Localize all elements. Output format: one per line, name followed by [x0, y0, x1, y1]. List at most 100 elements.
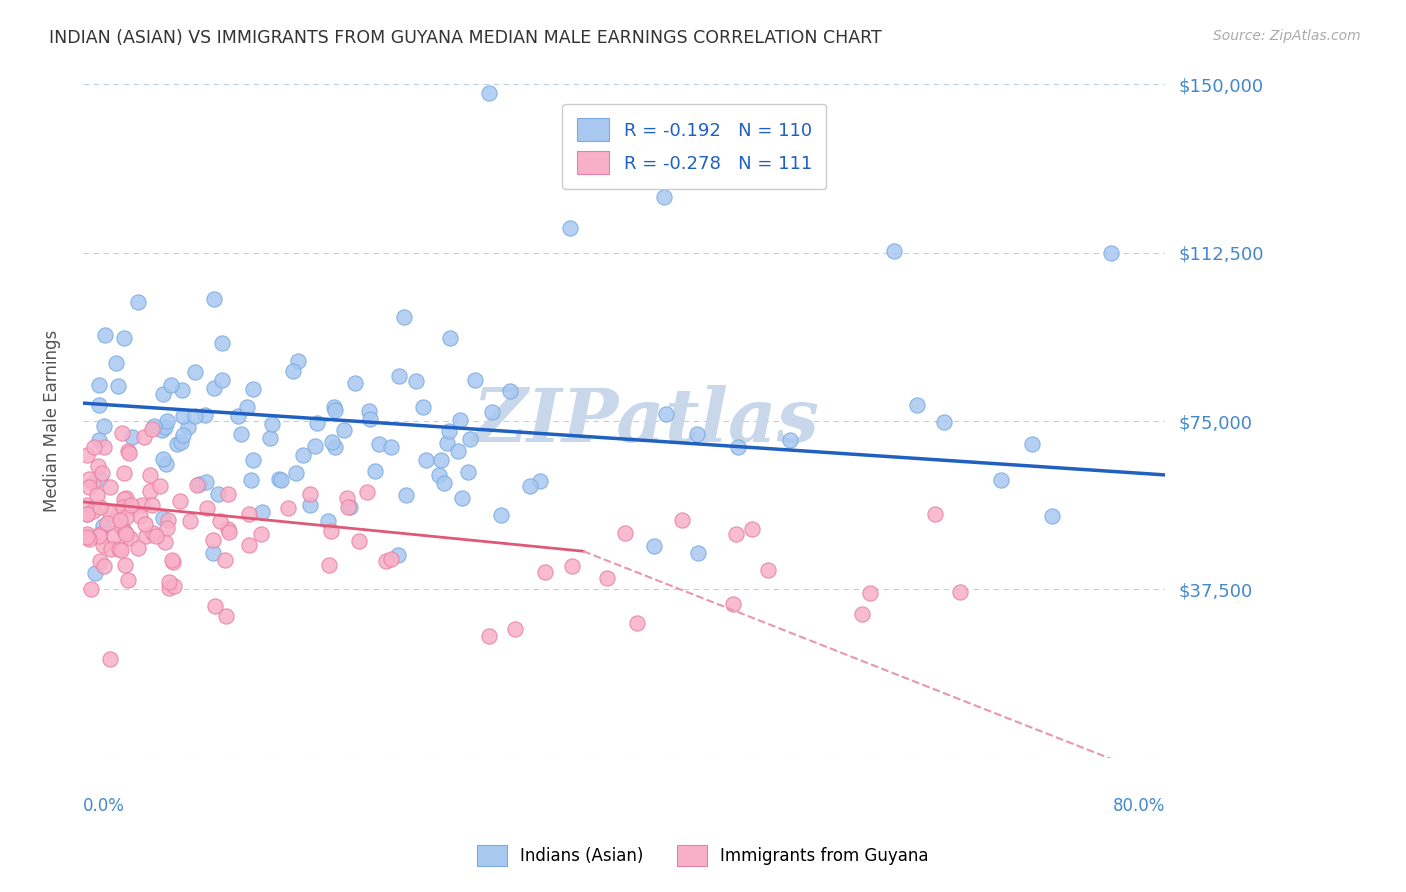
Point — [239, 473, 262, 487]
Point — [91, 538, 114, 552]
Point — [905, 398, 928, 412]
Point — [108, 513, 131, 527]
Point — [202, 292, 225, 306]
Point — [100, 542, 122, 557]
Y-axis label: Median Male Earnings: Median Male Earnings — [44, 330, 60, 512]
Point — [924, 507, 946, 521]
Point — [883, 244, 905, 258]
Point — [932, 416, 955, 430]
Point — [284, 466, 307, 480]
Point — [337, 500, 360, 514]
Point — [464, 373, 486, 387]
Point — [561, 558, 583, 573]
Point — [287, 354, 309, 368]
Text: ZIPatlas: ZIPatlas — [472, 384, 818, 458]
Point — [115, 526, 138, 541]
Point — [117, 573, 139, 587]
Point — [949, 585, 972, 599]
Point — [100, 506, 122, 520]
Point — [162, 579, 184, 593]
Point — [724, 527, 747, 541]
Point — [242, 382, 264, 396]
Point — [141, 422, 163, 436]
Point — [157, 581, 180, 595]
Point — [160, 553, 183, 567]
Point — [756, 563, 779, 577]
Point — [412, 401, 434, 415]
Point — [364, 464, 387, 478]
Point — [172, 428, 194, 442]
Point — [336, 491, 359, 505]
Point — [94, 327, 117, 342]
Point — [217, 487, 239, 501]
Point — [112, 467, 135, 481]
Point — [304, 439, 326, 453]
Point — [260, 417, 283, 431]
Point — [250, 505, 273, 519]
Point — [449, 413, 471, 427]
Point — [127, 294, 149, 309]
Point — [141, 498, 163, 512]
Point — [143, 418, 166, 433]
Point — [87, 529, 110, 543]
Point — [105, 356, 128, 370]
Point — [135, 529, 157, 543]
Point — [333, 423, 356, 437]
Point — [321, 524, 343, 538]
Point — [157, 574, 180, 589]
Point — [238, 538, 260, 552]
Point — [686, 426, 709, 441]
Point — [156, 513, 179, 527]
Point — [343, 376, 366, 390]
Point — [447, 443, 470, 458]
Point — [139, 484, 162, 499]
Point — [277, 500, 299, 515]
Point — [626, 616, 648, 631]
Point — [80, 582, 103, 597]
Point — [89, 433, 111, 447]
Point — [654, 189, 676, 203]
Point — [145, 529, 167, 543]
Point — [195, 475, 218, 489]
Point — [457, 466, 479, 480]
Point — [1099, 245, 1122, 260]
Point — [779, 434, 801, 448]
Point — [76, 529, 98, 543]
Point — [76, 527, 98, 541]
Point — [316, 514, 339, 528]
Point — [380, 440, 402, 454]
Point — [429, 452, 451, 467]
Point — [134, 430, 156, 444]
Point — [120, 500, 142, 515]
Point — [96, 516, 118, 530]
Point — [214, 552, 236, 566]
Point — [201, 546, 224, 560]
Point — [671, 513, 693, 527]
Point — [339, 500, 361, 514]
Point — [433, 475, 456, 490]
Point — [77, 480, 100, 494]
Point — [388, 369, 411, 384]
Point — [643, 539, 665, 553]
Point — [103, 529, 125, 543]
Point — [267, 472, 290, 486]
Point — [139, 468, 162, 483]
Point — [529, 475, 551, 489]
Point — [111, 520, 134, 534]
Point — [131, 499, 153, 513]
Point — [91, 518, 114, 533]
Point — [477, 87, 499, 101]
Point — [155, 420, 177, 434]
Point — [170, 435, 193, 450]
Text: 0.0%: 0.0% — [83, 797, 125, 814]
Text: INDIAN (ASIAN) VS IMMIGRANTS FROM GUYANA MEDIAN MALE EARNINGS CORRELATION CHART: INDIAN (ASIAN) VS IMMIGRANTS FROM GUYANA… — [49, 29, 882, 46]
Point — [98, 652, 121, 666]
Point — [149, 478, 172, 492]
Point — [89, 526, 111, 541]
Point — [519, 479, 541, 493]
Point — [77, 471, 100, 485]
Legend: R = -0.192   N = 110, R = -0.278   N = 111: R = -0.192 N = 110, R = -0.278 N = 111 — [562, 103, 827, 189]
Point — [415, 453, 437, 467]
Point — [156, 414, 179, 428]
Point — [115, 510, 138, 524]
